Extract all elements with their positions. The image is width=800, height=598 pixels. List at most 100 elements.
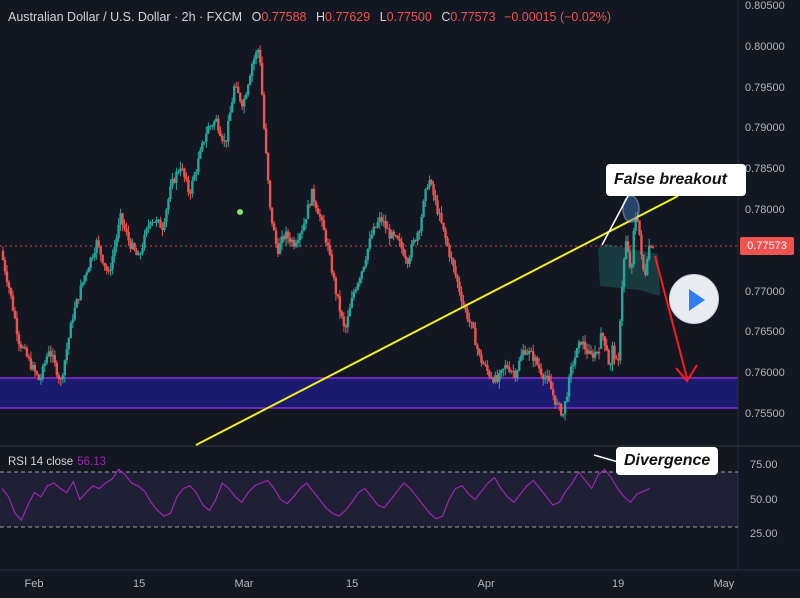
candle-body	[368, 238, 371, 249]
candle-body	[167, 199, 170, 210]
candle-body	[426, 187, 429, 190]
play-button[interactable]	[669, 274, 719, 324]
candle-body	[19, 344, 23, 348]
candle-body	[338, 296, 342, 312]
candle-body	[366, 248, 369, 261]
candle-body	[5, 271, 9, 283]
candle-body	[466, 309, 469, 320]
candle-body	[334, 277, 338, 295]
candle-body	[316, 208, 320, 214]
candle-body	[1, 250, 5, 260]
candle-body	[215, 118, 218, 122]
candle-body	[382, 221, 385, 223]
candle-body	[422, 200, 425, 217]
candle-body	[450, 257, 453, 259]
candle-body	[418, 231, 421, 233]
candle-body	[434, 195, 437, 201]
candle-body	[626, 241, 630, 252]
candle-body	[233, 86, 236, 103]
candle-body	[488, 370, 491, 377]
candle-body	[615, 358, 618, 360]
candle-body	[59, 378, 63, 380]
candle-body	[468, 319, 471, 322]
candle-body	[388, 228, 391, 239]
candle-body	[296, 240, 300, 244]
price-tick: 0.77000	[745, 285, 785, 298]
candle-body	[585, 349, 589, 354]
candle-body	[609, 364, 612, 366]
candle-body	[472, 322, 475, 328]
candle-body	[157, 219, 160, 221]
candle-body	[565, 396, 569, 402]
candle-body	[235, 86, 238, 88]
candle-body	[589, 350, 593, 354]
candle-body	[502, 368, 505, 371]
candle-body	[346, 316, 350, 328]
candle-body	[630, 264, 634, 268]
rsi-line	[1, 468, 651, 522]
close-value: 0.77573	[450, 10, 496, 24]
low-value: 0.77500	[386, 10, 432, 24]
candle-body	[33, 364, 37, 372]
price-tick: 0.80500	[745, 0, 785, 12]
candle-body	[113, 247, 116, 257]
candle-body	[55, 362, 59, 376]
candle-body	[181, 168, 184, 170]
candle-body	[364, 260, 367, 267]
candle-body	[651, 247, 655, 249]
candle-body	[292, 239, 296, 247]
candle-body	[153, 221, 156, 223]
candle-body	[282, 236, 286, 240]
candle-body	[510, 371, 513, 373]
candle-body	[561, 413, 565, 416]
candle-body	[400, 241, 403, 249]
candle-body	[137, 254, 140, 256]
candle-body	[274, 230, 278, 245]
candle-body	[320, 216, 324, 221]
candle-body	[532, 351, 535, 361]
candle-body	[458, 281, 461, 292]
candle-body	[632, 230, 635, 265]
candle-body	[640, 234, 643, 255]
candle-body	[288, 238, 292, 243]
candle-body	[193, 174, 196, 181]
candle-body	[229, 112, 232, 121]
candle-body	[159, 219, 162, 228]
candle-body	[93, 252, 96, 258]
candle-body	[143, 234, 146, 248]
flag-pattern	[598, 244, 660, 296]
candle-body	[380, 217, 383, 222]
candle-body	[101, 254, 104, 264]
candle-body	[545, 375, 549, 378]
candle-body	[424, 189, 427, 201]
chart-header: Australian Dollar / U.S. Dollar · 2h · F…	[8, 10, 611, 24]
candle-body	[201, 142, 204, 151]
candle-body	[569, 366, 573, 377]
divergence-callout: Divergence	[616, 447, 719, 475]
candle-body	[91, 257, 94, 259]
candle-body	[306, 204, 310, 220]
candle-body	[175, 171, 178, 183]
candle-body	[242, 99, 246, 107]
false-breakout-callout: False breakout	[606, 164, 746, 196]
candle-body	[374, 226, 377, 228]
rsi-tick: 50.00	[750, 493, 778, 506]
candle-body	[638, 220, 641, 235]
candle-body	[577, 341, 581, 349]
candle-body	[133, 243, 136, 250]
candle-body	[352, 291, 356, 298]
candle-body	[559, 404, 563, 416]
candle-body	[71, 319, 74, 324]
candle-body	[398, 238, 401, 242]
candle-body	[620, 286, 624, 321]
candle-body	[605, 345, 608, 351]
high-label: H	[315, 10, 326, 24]
candle-body	[231, 102, 234, 113]
candle-body	[646, 259, 649, 275]
candle-body	[416, 232, 419, 241]
breakout-highlight	[622, 195, 640, 223]
candle-body	[480, 354, 483, 363]
candle-body	[165, 209, 168, 222]
